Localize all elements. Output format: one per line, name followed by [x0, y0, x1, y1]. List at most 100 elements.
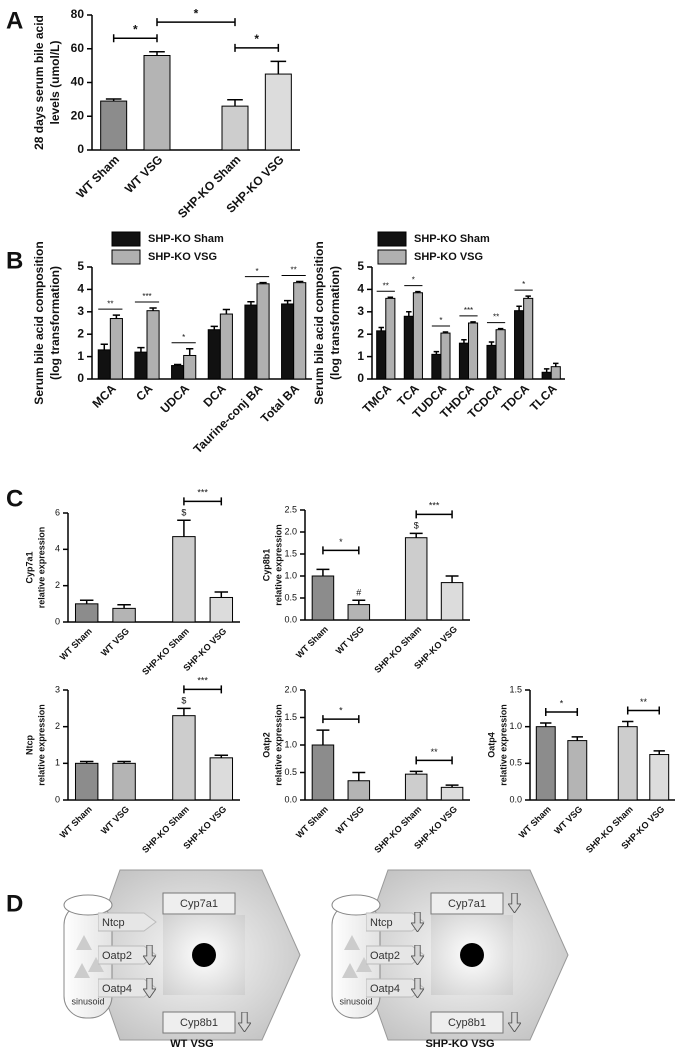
- bar: [256, 283, 270, 380]
- significance-bracket: [322, 546, 360, 555]
- significance-label: *: [412, 276, 415, 285]
- significance-label: **: [640, 697, 648, 707]
- bar: [550, 366, 561, 380]
- y-tick-label: 0: [55, 794, 60, 804]
- bar: [311, 744, 335, 801]
- y-tick-label: 6: [55, 507, 60, 517]
- significance-label: *: [339, 706, 343, 716]
- bar: [347, 604, 371, 621]
- cyp7a1-label: Cyp7a1: [180, 898, 218, 910]
- x-tick-label: WT Sham: [73, 152, 122, 201]
- y-axis-label: (log transformation): [328, 266, 342, 380]
- bar: [293, 282, 307, 380]
- error-bar: [283, 299, 292, 304]
- error-bar: [112, 314, 121, 319]
- error-bar: [409, 770, 423, 775]
- bar: [412, 292, 423, 380]
- significance-bracket: [183, 497, 223, 506]
- bar: [458, 342, 469, 380]
- significance-label: *: [560, 698, 564, 708]
- bar: [514, 310, 525, 380]
- error-bar: [296, 280, 304, 283]
- x-tick-label: WT VSG: [552, 804, 584, 836]
- y-axis-label: (log transformation): [48, 266, 62, 380]
- error-bar: [222, 308, 231, 315]
- error-bar: [415, 290, 421, 293]
- error-bar: [445, 784, 459, 788]
- bar: [649, 754, 670, 801]
- x-tick-label: WT Sham: [294, 804, 330, 840]
- diagram-ko: Ntcp Oatp2 Oatp4 sinusoid Cyp7a1 Cyp8b1 …: [331, 869, 569, 1050]
- y-tick-label: 5: [77, 259, 84, 273]
- x-tick-label: Taurine-conj BA: [191, 381, 266, 456]
- oatp2-label: Oatp2: [370, 950, 400, 962]
- panel-label: D: [6, 890, 23, 917]
- bar: [219, 313, 233, 380]
- legend-label: SHP-KO VSG: [414, 251, 483, 263]
- error-bar: [488, 341, 495, 346]
- y-tick-label: 1.5: [284, 548, 297, 558]
- significance-bracket: [626, 706, 660, 715]
- bar: [97, 349, 111, 380]
- error-bar: [461, 339, 467, 344]
- bar: [244, 304, 258, 380]
- error-bar: [516, 305, 522, 311]
- bar: [440, 786, 464, 801]
- oatp4-label: Oatp4: [370, 983, 400, 995]
- significance-label: *: [439, 316, 442, 325]
- oatp4-label: Oatp4: [102, 983, 132, 995]
- significance-bracket: [183, 685, 223, 694]
- x-tick-label: TLCA: [527, 381, 560, 414]
- error-bar: [445, 575, 459, 583]
- significance-label: ***: [429, 501, 440, 511]
- bar: [281, 303, 295, 380]
- bar: [207, 329, 221, 380]
- y-tick-label: 4: [77, 282, 84, 296]
- y-tick-label: 3: [357, 304, 364, 318]
- x-tick-label: UDCA: [158, 381, 193, 416]
- x-tick-label: WT VSG: [334, 624, 366, 656]
- y-axis-label: Oatp2: [261, 732, 271, 758]
- y-tick-label: 1: [357, 349, 364, 363]
- legend-swatch: [377, 249, 407, 265]
- significance-label: *: [194, 6, 199, 20]
- error-bar: [622, 720, 634, 727]
- error-bar: [571, 736, 583, 741]
- y-tick-label: 1.0: [284, 570, 297, 580]
- triangle: [74, 963, 90, 978]
- diagram-caption: SHP-KO VSG: [425, 1038, 494, 1050]
- bar: [495, 329, 506, 380]
- y-tick-label: 2.0: [284, 684, 297, 694]
- marker: $: [414, 521, 419, 531]
- bar: [74, 603, 99, 623]
- bar: [431, 353, 442, 380]
- gene-box: [162, 892, 236, 915]
- significance-bracket: [545, 708, 579, 716]
- legend-label: SHP-KO Sham: [414, 233, 490, 245]
- bar: [171, 365, 185, 380]
- cyp8b1-label: Cyp8b1: [180, 1017, 218, 1029]
- error-bar: [177, 707, 191, 716]
- error-bar: [214, 754, 229, 758]
- bar: [112, 762, 136, 801]
- ntcp-label: Ntcp: [102, 917, 125, 929]
- panel-label: B: [6, 247, 23, 274]
- marker: #: [356, 588, 361, 598]
- cyp8b1-label: Cyp8b1: [448, 1017, 486, 1029]
- panel-label: C: [6, 485, 23, 512]
- ntcp-label: Ntcp: [370, 917, 393, 929]
- x-tick-label: CA: [133, 381, 155, 403]
- error-bar: [387, 296, 394, 299]
- legend-swatch: [377, 231, 407, 247]
- error-bar: [540, 722, 552, 727]
- y-axis-label: 28 days serum bile acid: [32, 15, 46, 150]
- y-axis-label: Ntcp: [24, 734, 34, 755]
- y-tick-label: 1.0: [284, 739, 297, 749]
- error-bar: [137, 346, 145, 353]
- bar: [112, 607, 136, 623]
- diagram-wt: Ntcp Oatp2 Oatp4 sinusoid Cyp7a1 Cyp8b1 …: [63, 869, 301, 1050]
- significance-bracket: [322, 715, 360, 724]
- error-bar: [177, 519, 191, 537]
- bar: [567, 740, 588, 801]
- significance-bracket: [415, 510, 453, 519]
